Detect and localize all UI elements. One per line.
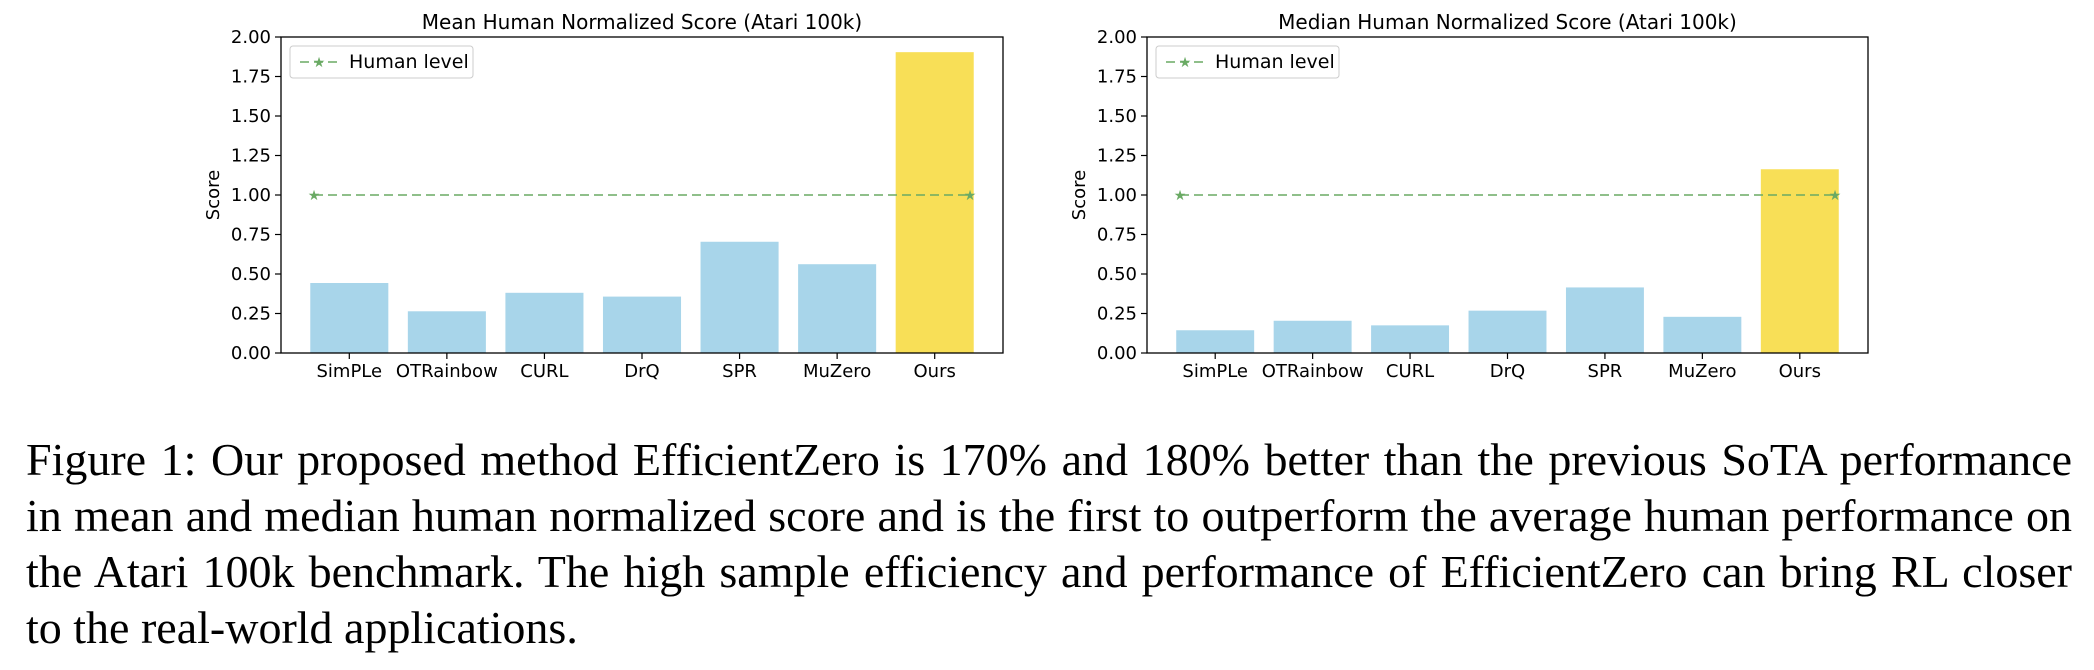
bar-simple	[310, 283, 389, 353]
legend: ★ Human level	[1155, 45, 1340, 79]
x-tick-label: SPR	[722, 361, 757, 382]
bar-ours	[1760, 169, 1839, 353]
x-tick-label: CURL	[520, 361, 568, 382]
y-tick-label: 2.00	[1097, 27, 1137, 48]
x-tick-label: CURL	[1386, 361, 1434, 382]
y-tick-label: 1.25	[1097, 146, 1137, 167]
y-tick-label: 0.75	[1097, 225, 1137, 246]
chart-panel-1: Mean Human Normalized Score (Atari 100k)…	[203, 10, 1004, 382]
bar-spr	[1565, 287, 1644, 353]
legend: ★ Human level	[289, 45, 474, 79]
bar-curl	[1371, 325, 1450, 353]
x-tick-label: DrQ	[624, 361, 659, 382]
figure-charts: Mean Human Normalized Score (Atari 100k)…	[203, 10, 1869, 382]
y-tick-label: 1.00	[231, 185, 271, 206]
human-level-marker: ★	[1829, 188, 1842, 204]
x-tick-label: MuZero	[1668, 361, 1736, 382]
y-tick-label: 0.75	[231, 225, 271, 246]
y-tick-label: 1.50	[1097, 106, 1137, 127]
y-tick-label: 0.25	[231, 304, 271, 325]
x-tick-label: SimPLe	[316, 361, 382, 382]
y-tick-label: 1.75	[231, 67, 271, 88]
bar-ours	[895, 52, 974, 353]
y-tick-label: 1.50	[231, 106, 271, 127]
y-tick-label: 1.25	[231, 146, 271, 167]
bar-muzero	[1663, 316, 1742, 353]
chart-title: Mean Human Normalized Score (Atari 100k)	[422, 10, 862, 34]
y-tick-label: 0.00	[1097, 343, 1137, 364]
y-tick-label: 1.00	[1097, 185, 1137, 206]
bar-simple	[1176, 330, 1255, 353]
bar-spr	[700, 241, 779, 353]
y-tick-label: 0.50	[231, 264, 271, 285]
x-tick-label: OTRainbow	[396, 361, 498, 382]
legend-label: Human level	[349, 51, 469, 73]
x-tick-label: Ours	[1779, 361, 1821, 382]
chart-panel-2: Median Human Normalized Score (Atari 100…	[1069, 10, 1869, 382]
human-level-marker: ★	[1174, 188, 1187, 204]
legend-marker: ★	[313, 55, 326, 71]
chart-title: Median Human Normalized Score (Atari 100…	[1278, 10, 1737, 34]
x-tick-label: OTRainbow	[1262, 361, 1364, 382]
y-tick-label: 0.00	[231, 343, 271, 364]
bar-otrainbow	[1273, 320, 1352, 353]
x-tick-label: MuZero	[803, 361, 871, 382]
bar-muzero	[798, 264, 877, 353]
human-level-marker: ★	[308, 188, 321, 204]
x-tick-label: SimPLe	[1182, 361, 1248, 382]
legend-box	[1155, 45, 1340, 79]
bar-curl	[505, 292, 584, 353]
legend-label: Human level	[1215, 51, 1335, 73]
y-axis-label: Score	[1069, 170, 1090, 220]
bar-otrainbow	[407, 311, 486, 353]
y-axis-label: Score	[203, 170, 224, 220]
human-level-marker: ★	[964, 188, 977, 204]
y-tick-label: 0.50	[1097, 264, 1137, 285]
bar-drq	[602, 296, 682, 353]
plot-frame	[1146, 36, 1869, 354]
x-tick-label: SPR	[1588, 361, 1623, 382]
y-tick-label: 0.25	[1097, 304, 1137, 325]
bar-drq	[1468, 310, 1547, 353]
legend-marker: ★	[1179, 55, 1192, 71]
y-tick-label: 2.00	[231, 27, 271, 48]
legend-box	[289, 45, 474, 79]
y-tick-label: 1.75	[1097, 67, 1137, 88]
x-tick-label: Ours	[914, 361, 956, 382]
figure-caption: Figure 1: Our proposed method EfficientZ…	[26, 434, 2072, 653]
x-tick-label: DrQ	[1490, 361, 1525, 382]
plot-frame	[280, 36, 1004, 354]
